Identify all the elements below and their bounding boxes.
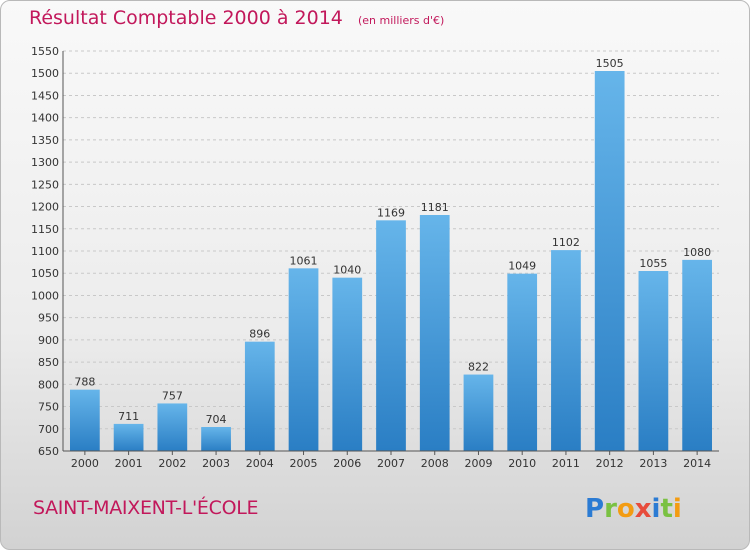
bar-2002 [157,403,188,451]
proxiti-logo-graphic: Proxiti [585,494,682,524]
y-tick-label: 1250 [31,178,59,191]
y-tick-label: 1350 [31,134,59,147]
bar-2000 [69,389,100,451]
bar-2011 [551,250,581,451]
x-tick-label: 2010 [508,457,536,470]
proxiti-logo[interactable]: Proxiti [583,488,693,528]
x-tick-label: 2003 [202,457,230,470]
bar-2013 [638,271,669,451]
y-tick-label: 1500 [31,67,59,80]
x-tick-label: 2000 [71,457,99,470]
y-tick-label: 750 [38,401,59,414]
x-tick-label: 2014 [683,457,711,470]
bar-2009 [463,374,494,451]
bar-value-label: 822 [468,361,489,374]
x-tick-label: 2005 [290,457,318,470]
y-tick-label: 800 [38,378,59,391]
bar-2001 [113,423,144,451]
x-tick-label: 2008 [421,457,449,470]
bar-value-label: 1505 [596,57,624,70]
y-tick-label: 1550 [31,45,59,58]
x-tick-label: 2006 [333,457,361,470]
y-tick-label: 1100 [31,245,59,258]
bar-value-label: 1040 [333,264,361,277]
bar-value-label: 788 [74,376,95,389]
bar-value-label: 1169 [377,206,405,219]
y-tick-label: 1150 [31,223,59,236]
bar-2007 [376,220,406,451]
x-tick-label: 2011 [552,457,580,470]
city-name: SAINT-MAIXENT-L'ÉCOLE [33,497,259,519]
y-tick-label: 700 [38,423,59,436]
title-row: Résultat Comptable 2000 à 2014 (en milli… [29,7,444,29]
chart-title: Résultat Comptable 2000 à 2014 [29,7,343,29]
y-tick-label: 850 [38,356,59,369]
y-tick-label: 1200 [31,201,59,214]
bar-value-label: 1055 [639,257,667,270]
y-tick-label: 950 [38,312,59,325]
x-tick-label: 2007 [377,457,405,470]
y-axis: 650 700 750 800 850 900 950 1000 1050 1100 1150 120… [31,45,64,458]
chart-subtitle: (en milliers d'€) [357,14,445,27]
x-tick-label: 2001 [115,457,143,470]
y-tick-label: 650 [38,445,59,458]
bar-value-label: 1061 [290,254,318,267]
bar-value-label: 757 [162,389,183,402]
y-tick-label: 1400 [31,112,59,125]
y-tick-label: 900 [38,334,59,347]
bar-2014 [682,259,713,451]
bar-2003 [201,427,231,451]
y-tick-label: 1000 [31,289,59,302]
y-tick-label: 1300 [31,156,59,169]
x-tick-label: 2009 [464,457,492,470]
x-tick-label: 2004 [246,457,274,470]
bar-value-label: 704 [206,413,227,426]
bar-2012 [594,71,625,451]
bar-value-label: 896 [249,328,270,341]
bar-2008 [419,215,450,451]
bar-2006 [332,277,363,451]
y-tick-label: 1050 [31,267,59,280]
x-tick-label: 2012 [596,457,624,470]
bar-value-label: 1049 [508,260,536,273]
x-tick-label: 2013 [639,457,667,470]
bar-value-label: 1181 [421,201,449,214]
x-axis: 2000 2001 2002 2003 2004 2005 2006 2007 2008 2009… [63,450,719,470]
y-tick-label: 1450 [31,89,59,102]
svg-text:Proxiti: Proxiti [585,494,682,524]
bars: 788 711 757 704 896 1061 1040 1169 1181 822 1049 11… [69,57,713,451]
bar-value-label: 1080 [683,246,711,259]
bar-2005 [288,268,319,451]
bar-2004 [244,341,275,451]
bar-value-label: 1102 [552,236,580,249]
bar-2010 [507,273,538,451]
x-tick-label: 2002 [158,457,186,470]
bar-value-label: 711 [118,410,139,423]
